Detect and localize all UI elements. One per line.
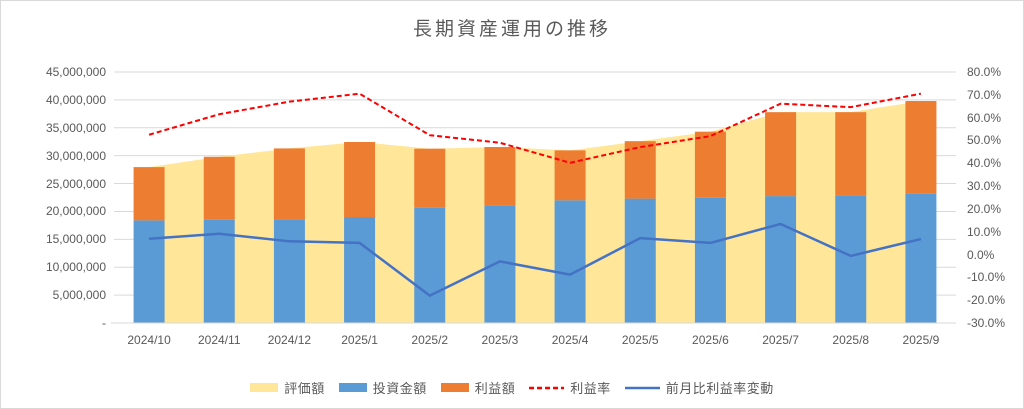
legend-item: 評価額 (250, 378, 325, 397)
legend-swatch-solid-line (624, 386, 660, 389)
investment-bar (554, 200, 586, 323)
investment-bar (905, 193, 937, 323)
investment-bar (414, 207, 446, 323)
chart-title: 長期資産運用の推移 (412, 19, 611, 40)
legend-label: 評価額 (284, 381, 325, 396)
investment-bar (624, 198, 656, 323)
profit-bar (273, 148, 305, 220)
left-axis-tick-label: 5,000,000 (52, 288, 106, 303)
legend-label: 投資金額 (372, 381, 427, 396)
investment-bar (133, 220, 165, 323)
right-axis-tick-label: 50.0% (967, 133, 1002, 148)
investment-bar (765, 196, 797, 323)
investment-bar (344, 217, 376, 323)
right-axis-tick-label: -10.0% (967, 270, 1006, 285)
profit-bar (133, 167, 165, 221)
left-axis-tick-label: 40,000,000 (45, 92, 106, 107)
x-axis-tick-label: 2025/7 (762, 333, 799, 347)
right-axis-tick-label: 60.0% (967, 110, 1002, 125)
right-axis-tick-label: -30.0% (967, 316, 1006, 330)
left-axis-tick-label: - (102, 316, 106, 330)
investment-bar (835, 195, 867, 323)
right-axis-tick-label: 10.0% (967, 224, 1002, 239)
right-axis-tick-label: 80.0% (967, 65, 1002, 79)
x-axis-tick-label: 2025/2 (411, 333, 449, 347)
legend-item: 利益率 (529, 378, 611, 397)
legend-label: 利益率 (570, 381, 611, 396)
x-axis-tick-label: 2025/9 (902, 333, 940, 347)
right-axis-tick-label: 0.0% (967, 247, 995, 262)
profit-bar (554, 150, 586, 201)
right-axis-tick-label: -20.0% (967, 293, 1006, 308)
valuation-area (149, 101, 921, 323)
investment-bar (273, 219, 305, 323)
right-axis-tick-label: 40.0% (967, 156, 1002, 171)
legend-swatch-rect (250, 383, 279, 392)
x-axis-tick-label: 2025/3 (481, 333, 519, 347)
left-axis-tick-label: 10,000,000 (45, 260, 106, 275)
right-axis-tick-label: 30.0% (967, 179, 1002, 194)
legend: 評価額 投資金額 利益額 利益率 前月比利益率変動 (1, 378, 1023, 397)
legend-label: 利益額 (474, 381, 516, 396)
left-axis-tick-label: 45,000,000 (45, 65, 106, 79)
left-axis-tick-label: 25,000,000 (45, 176, 106, 191)
profit-bar (484, 147, 516, 206)
x-axis-tick-label: 2024/11 (198, 333, 241, 347)
legend-item: 前月比利益率変動 (624, 378, 774, 397)
profit-bar (414, 148, 446, 208)
legend-swatch-dashed-line (529, 386, 565, 389)
right-axis-tick-label: 70.0% (967, 87, 1002, 102)
left-axis-tick-label: 15,000,000 (45, 232, 106, 247)
legend-item: 投資金額 (338, 378, 427, 397)
x-axis-tick-label: 2025/1 (341, 333, 378, 347)
investment-bar (203, 219, 235, 323)
profit-bar (624, 141, 656, 199)
left-axis-tick-label: 30,000,000 (45, 148, 106, 163)
profit-bar (344, 142, 376, 218)
left-axis-tick-label: 35,000,000 (45, 120, 106, 135)
legend-item: 利益額 (440, 378, 516, 397)
profit-bar (905, 101, 937, 194)
left-axis-tick-label: 20,000,000 (45, 204, 106, 219)
investment-bar (694, 197, 726, 323)
rate-change-line (148, 222, 922, 297)
x-axis-tick-label: 2024/12 (267, 333, 312, 347)
profit-bar (765, 112, 797, 197)
right-axis-tick-label: 20.0% (967, 201, 1002, 216)
x-axis-tick-label: 2025/8 (832, 333, 870, 347)
profit-bar (203, 156, 235, 220)
legend-swatch-rect (440, 383, 469, 392)
profit-bar (835, 112, 867, 196)
legend-label: 前月比利益率変動 (665, 381, 774, 396)
profit-bar (694, 131, 726, 198)
x-axis-tick-label: 2025/4 (551, 333, 589, 347)
x-axis-tick-label: 2025/5 (621, 333, 659, 347)
x-axis-tick-label: 2025/6 (692, 333, 729, 347)
x-axis-tick-label: 2024/10 (127, 333, 171, 347)
profit-rate-line (148, 92, 922, 164)
legend-swatch-rect (338, 383, 367, 392)
